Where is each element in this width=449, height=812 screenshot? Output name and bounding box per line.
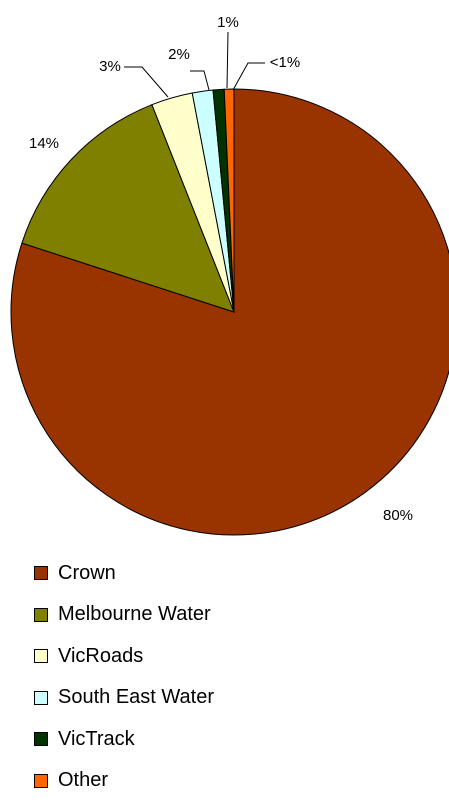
leader-line-victrack [226, 31, 229, 89]
pie-chart: 80% 14% 3% 2% 1% <1% [10, 14, 449, 536]
legend-item-south-east-water: South East Water [34, 686, 214, 708]
legend-item-victrack: VicTrack [34, 727, 214, 750]
leader-line-other [232, 62, 265, 91]
legend-label-south-east-water: South East Water [58, 686, 214, 708]
pie-slices [10, 88, 449, 536]
pie-slice-crown [10, 88, 449, 536]
pie-slice-melbourne-water [21, 104, 235, 313]
legend-swatch-vicroads [34, 649, 48, 663]
legend-swatch-crown [34, 566, 48, 580]
legend-item-vicroads: VicRoads [34, 644, 214, 667]
data-label-crown: 80% [383, 507, 413, 524]
legend-label-melbourne-water: Melbourne Water [58, 603, 211, 625]
legend-swatch-victrack [34, 732, 48, 746]
legend-label-vicroads: VicRoads [58, 644, 144, 667]
data-label-victrack: 1% [217, 14, 239, 31]
leader-line-south-east-water [190, 70, 210, 91]
data-labels: 80% 14% 3% 2% 1% <1% [29, 14, 413, 524]
data-label-south-east-water: 2% [168, 46, 190, 63]
legend: Crown Melbourne Water VicRoads South Eas… [34, 561, 214, 812]
legend-label-crown: Crown [58, 561, 116, 584]
legend-swatch-south-east-water [34, 690, 48, 705]
legend-swatch-melbourne-water [34, 607, 48, 622]
data-label-melbourne-water: 14% [29, 135, 59, 152]
leader-lines [124, 31, 265, 98]
legend-swatch-other [34, 773, 48, 788]
legend-label-other: Other [58, 769, 109, 791]
leader-line-vicroads [124, 66, 169, 98]
legend-item-other: Other [34, 769, 214, 791]
legend-label-victrack: VicTrack [58, 727, 135, 750]
legend-item-crown: Crown [34, 561, 214, 584]
legend-item-melbourne-water: Melbourne Water [34, 603, 214, 625]
data-label-vicroads: 3% [99, 58, 121, 75]
data-label-other: <1% [270, 54, 300, 71]
